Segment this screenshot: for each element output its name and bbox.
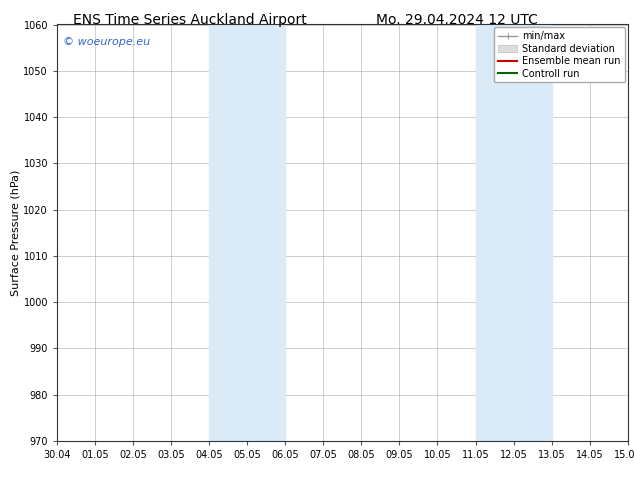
Y-axis label: Surface Pressure (hPa): Surface Pressure (hPa) bbox=[11, 170, 21, 296]
Bar bbox=[476, 24, 552, 441]
Legend: min/max, Standard deviation, Ensemble mean run, Controll run: min/max, Standard deviation, Ensemble me… bbox=[494, 27, 624, 82]
Text: ENS Time Series Auckland Airport: ENS Time Series Auckland Airport bbox=[74, 13, 307, 27]
Text: Mo. 29.04.2024 12 UTC: Mo. 29.04.2024 12 UTC bbox=[375, 13, 538, 27]
Text: © woeurope.eu: © woeurope.eu bbox=[63, 37, 150, 47]
Bar bbox=[209, 24, 285, 441]
